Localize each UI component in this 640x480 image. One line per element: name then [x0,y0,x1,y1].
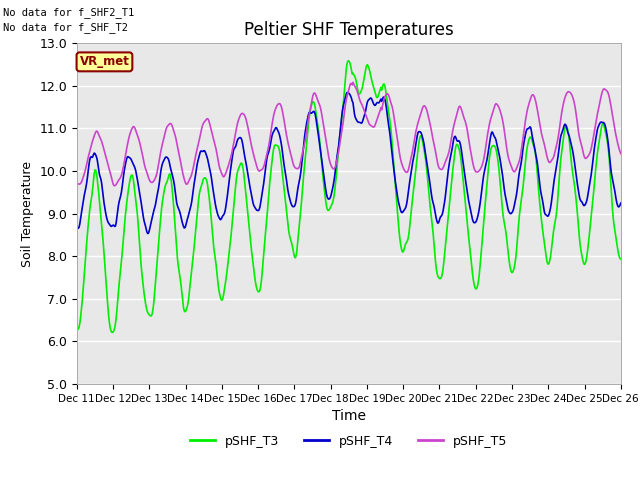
pSHF_T5 [617,151,625,156]
pSHF_T4 [344,89,351,95]
pSHF_T4 [617,200,625,206]
Line: pSHF_T5: pSHF_T5 [77,83,621,186]
Legend: pSHF_T3, pSHF_T4, pSHF_T5: pSHF_T3, pSHF_T4, pSHF_T5 [185,430,513,453]
Line: pSHF_T4: pSHF_T4 [77,92,621,234]
pSHF_T5 [195,140,202,146]
pSHF_T5 [111,183,118,189]
Text: No data for f_SHF_T2: No data for f_SHF_T2 [3,22,128,33]
Title: Peltier SHF Temperatures: Peltier SHF Temperatures [244,21,454,39]
pSHF_T5 [417,112,424,118]
pSHF_T5 [433,152,440,158]
pSHF_T3 [223,265,231,271]
X-axis label: Time: Time [332,409,366,423]
pSHF_T3 [83,240,90,246]
pSHF_T5 [83,162,90,168]
pSHF_T3 [344,58,352,63]
Text: VR_met: VR_met [79,55,129,68]
Line: pSHF_T3: pSHF_T3 [77,60,621,333]
pSHF_T5 [223,166,231,171]
pSHF_T5 [73,180,81,185]
pSHF_T3 [140,285,147,290]
pSHF_T4 [433,216,440,221]
pSHF_T4 [144,231,152,237]
Text: No data for f_SHF2_T1: No data for f_SHF2_T1 [3,7,134,18]
pSHF_T4 [139,209,147,215]
pSHF_T4 [83,180,90,186]
pSHF_T3 [417,133,424,139]
pSHF_T3 [73,325,81,331]
pSHF_T3 [617,256,625,262]
Y-axis label: Soil Temperature: Soil Temperature [20,161,34,266]
pSHF_T5 [349,80,357,85]
pSHF_T3 [195,197,202,203]
pSHF_T4 [223,193,231,199]
pSHF_T4 [195,155,202,161]
pSHF_T4 [73,225,81,230]
pSHF_T5 [140,156,147,162]
pSHF_T4 [417,129,424,135]
pSHF_T3 [109,330,116,336]
pSHF_T3 [433,265,440,271]
